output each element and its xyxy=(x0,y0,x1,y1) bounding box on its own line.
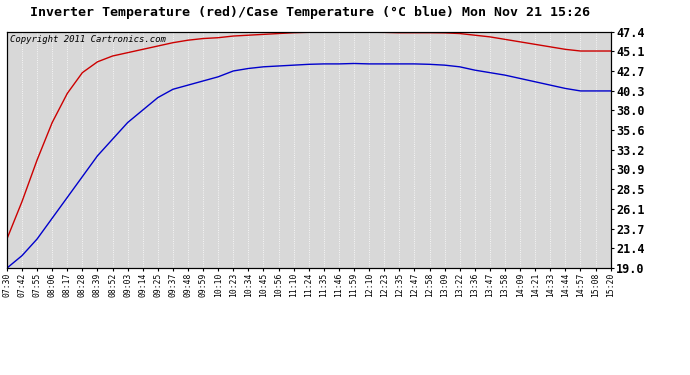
Text: Copyright 2011 Cartronics.com: Copyright 2011 Cartronics.com xyxy=(10,35,166,44)
Text: Inverter Temperature (red)/Case Temperature (°C blue) Mon Nov 21 15:26: Inverter Temperature (red)/Case Temperat… xyxy=(30,6,591,19)
